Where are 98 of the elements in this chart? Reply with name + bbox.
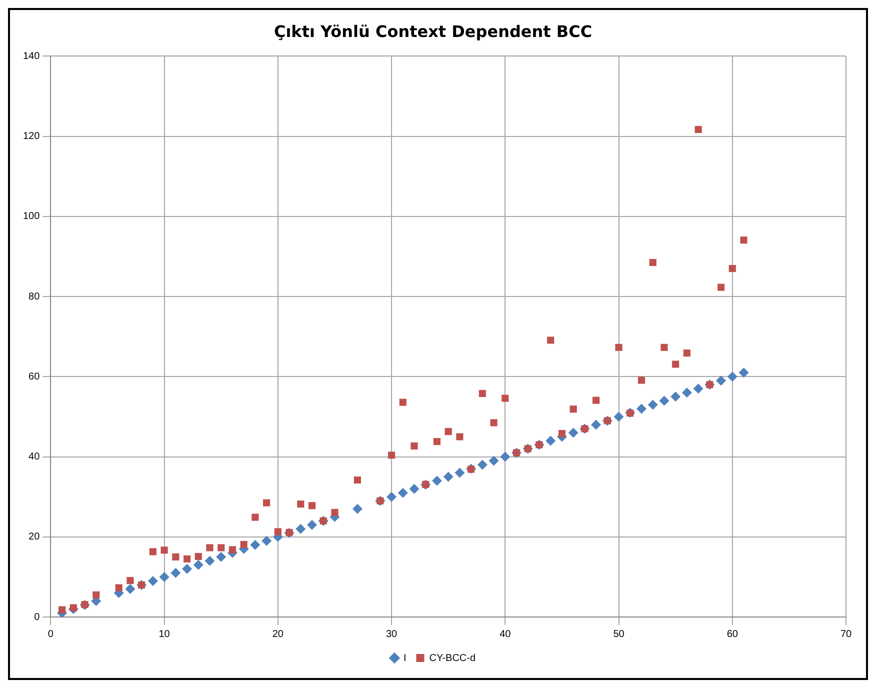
point (159, 572, 170, 582)
point (432, 476, 442, 486)
legend-label: CY-BCC-d (429, 652, 476, 664)
point (354, 476, 361, 484)
point (648, 400, 658, 410)
point (399, 398, 406, 406)
point (115, 584, 122, 592)
point (307, 520, 318, 530)
x-tick-label: 40 (500, 628, 512, 640)
point (649, 258, 656, 266)
point (660, 344, 668, 351)
y-tick-label: 100 (22, 211, 40, 222)
y-tick-label: 80 (28, 291, 40, 302)
point (92, 591, 100, 599)
point (717, 284, 725, 291)
point (386, 492, 397, 502)
point (433, 438, 441, 446)
point (443, 472, 454, 482)
point (388, 452, 396, 459)
point (716, 376, 726, 386)
point (125, 584, 136, 594)
point (444, 428, 452, 436)
point (126, 577, 134, 584)
point (274, 528, 282, 536)
point (638, 376, 646, 384)
point (172, 553, 180, 560)
x-tick-label: 20 (272, 628, 284, 640)
point (502, 394, 509, 402)
x-tick-label: 70 (840, 628, 852, 640)
point (478, 390, 486, 398)
x-tick-label: 10 (158, 628, 170, 640)
point (352, 504, 362, 514)
point (149, 548, 156, 556)
point (296, 524, 306, 534)
point (216, 552, 226, 562)
point (477, 460, 488, 470)
point (240, 540, 248, 548)
point (670, 392, 681, 402)
point (297, 500, 304, 508)
point (160, 546, 168, 554)
point (591, 420, 602, 430)
point (262, 536, 272, 546)
point (194, 552, 202, 560)
chart-title: Çıktı Yönlü Context Dependent BCC (274, 22, 592, 41)
point (740, 236, 748, 244)
point (547, 336, 554, 344)
point (738, 368, 749, 378)
x-tick-label: 60 (726, 628, 738, 640)
point (218, 544, 225, 552)
x-tick-label: 0 (48, 628, 54, 640)
x-tick-label: 50 (613, 628, 625, 640)
y-tick-label: 140 (22, 50, 40, 62)
point (193, 560, 204, 570)
point (204, 556, 215, 566)
y-tick-label: 40 (28, 452, 40, 463)
point (58, 606, 66, 614)
point (490, 419, 498, 426)
point (636, 404, 646, 414)
point (70, 604, 77, 612)
point (263, 499, 270, 506)
point (454, 468, 465, 478)
point (170, 568, 181, 578)
point (727, 372, 738, 382)
point (456, 433, 464, 440)
point (500, 452, 510, 462)
point (558, 430, 566, 438)
point (568, 428, 578, 438)
x-tick-label: 30 (386, 628, 398, 640)
legend-label: I (403, 652, 406, 664)
point (228, 546, 236, 554)
point (614, 412, 624, 422)
y-tick-label: 20 (28, 532, 40, 543)
point (672, 360, 680, 368)
point (331, 508, 338, 516)
point (148, 576, 158, 586)
point (615, 344, 622, 351)
y-tick-label: 0 (34, 612, 40, 623)
point (308, 502, 316, 510)
point (183, 555, 191, 562)
point (659, 396, 670, 406)
point (694, 126, 702, 134)
point (250, 540, 260, 550)
point (182, 564, 192, 574)
point (546, 436, 556, 446)
y-tick-label: 60 (28, 371, 40, 382)
point (410, 442, 418, 450)
point (252, 514, 259, 521)
point (398, 488, 408, 498)
point (682, 388, 692, 398)
y-tick-label: 120 (22, 131, 40, 142)
point (592, 396, 600, 404)
point (409, 484, 420, 494)
point (570, 406, 577, 413)
point (728, 264, 736, 272)
point (206, 544, 214, 552)
point (683, 349, 690, 357)
point (488, 456, 499, 466)
point (693, 384, 704, 394)
